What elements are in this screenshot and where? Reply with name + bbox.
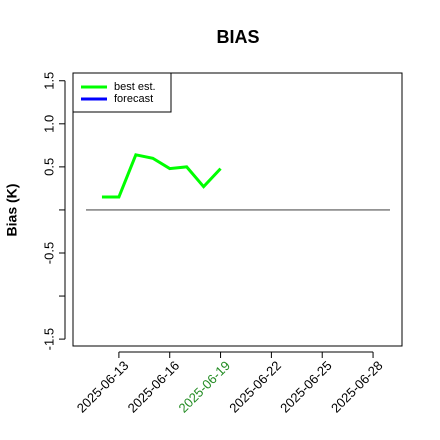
plot-frame: [72, 72, 403, 347]
legend-label: forecast: [114, 93, 153, 105]
legend-box: [72, 72, 172, 113]
x-tick-label: 2025-06-13: [74, 358, 132, 416]
x-tick-label: 2025-06-22: [226, 358, 284, 416]
y-tick-label: 0.5: [41, 158, 56, 176]
legend-label: best est.: [114, 81, 156, 93]
x-tick-label: 2025-06-16: [125, 358, 183, 416]
y-tick-label: -1.5: [41, 328, 56, 350]
x-tick-label: 2025-06-28: [328, 358, 386, 416]
x-tick-label: 2025-06-25: [277, 358, 335, 416]
x-tick-label: 2025-06-19: [175, 358, 233, 416]
y-tick-label: -0.5: [41, 242, 56, 264]
chart-title: BIAS: [216, 27, 259, 47]
y-tick-label: 1.0: [41, 115, 56, 133]
y-tick-label: 1.5: [41, 72, 56, 90]
series-line: [101, 153, 222, 199]
y-axis-label: Bias (K): [4, 184, 20, 237]
